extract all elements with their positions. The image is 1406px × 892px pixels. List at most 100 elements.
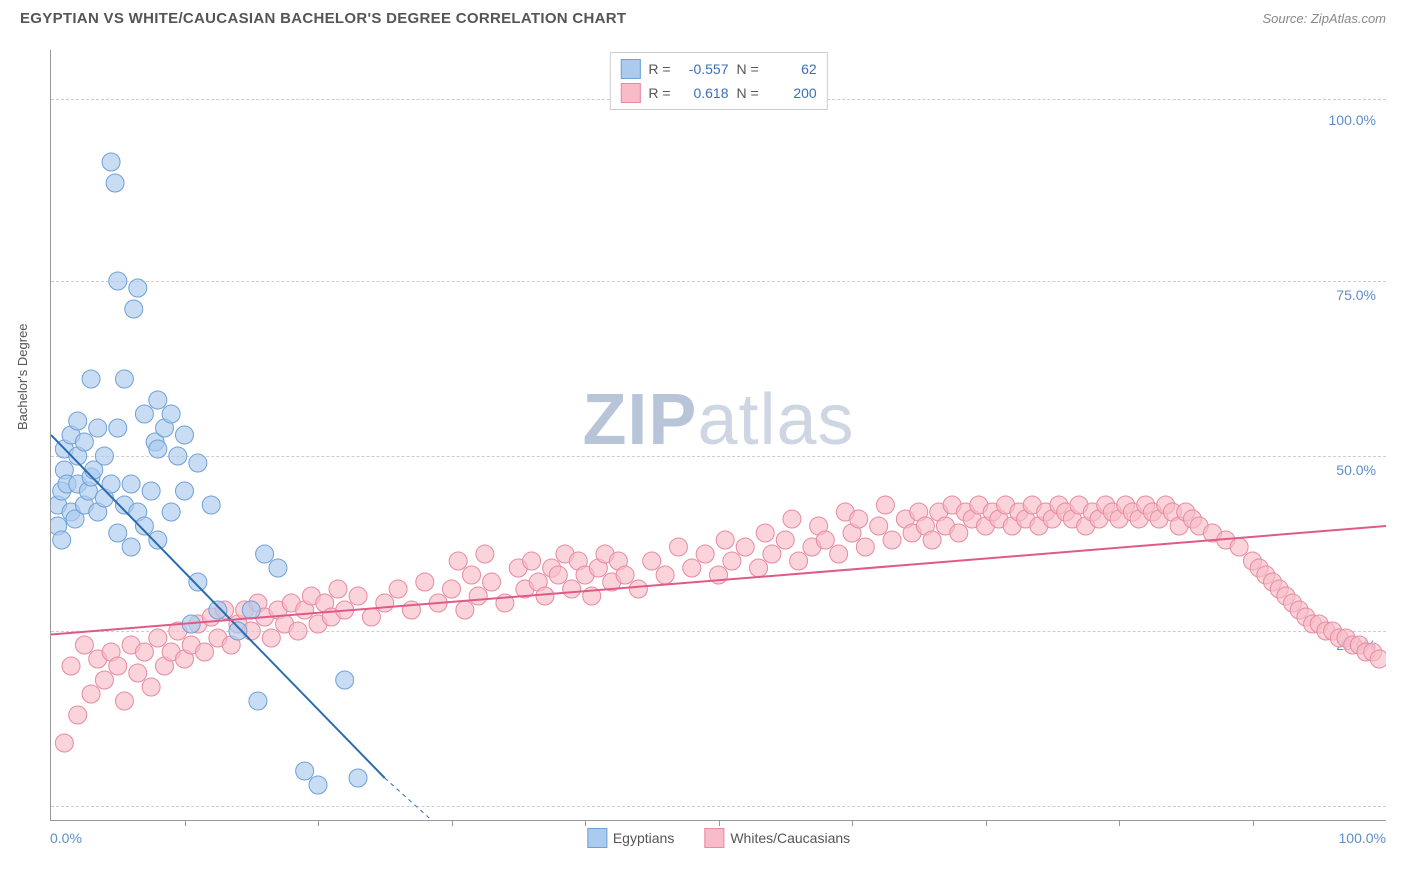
x-tick <box>318 820 319 826</box>
trend-line-dash <box>385 778 432 820</box>
scatter-point <box>716 531 734 549</box>
legend-bottom-swatch-1 <box>704 828 724 848</box>
scatter-point <box>82 685 100 703</box>
scatter-point <box>69 412 87 430</box>
x-axis-max-label: 100.0% <box>1339 830 1386 846</box>
plot-area: ZIPatlas R = -0.557 N = 62 R = 0.618 N =… <box>50 50 1386 821</box>
scatter-point <box>763 545 781 563</box>
scatter-point <box>95 447 113 465</box>
scatter-point <box>449 552 467 570</box>
scatter-point <box>536 587 554 605</box>
scatter-point <box>269 559 287 577</box>
scatter-point <box>463 566 481 584</box>
trend-line <box>51 435 385 778</box>
scatter-point <box>876 496 894 514</box>
scatter-point <box>95 671 113 689</box>
scatter-point <box>142 678 160 696</box>
legend-row-0: R = -0.557 N = 62 <box>620 57 816 81</box>
scatter-point <box>115 370 133 388</box>
scatter-point <box>870 517 888 535</box>
x-tick <box>185 820 186 826</box>
legend-swatch-0 <box>620 59 640 79</box>
scatter-point <box>1230 538 1248 556</box>
scatter-point <box>189 573 207 591</box>
scatter-point <box>109 419 127 437</box>
scatter-point <box>329 580 347 598</box>
x-tick <box>1253 820 1254 826</box>
scatter-point <box>309 776 327 794</box>
scatter-point <box>149 440 167 458</box>
scatter-point <box>125 300 143 318</box>
n-label-1: N = <box>737 85 759 101</box>
legend-stats: R = -0.557 N = 62 R = 0.618 N = 200 <box>609 52 827 110</box>
r-label-0: R = <box>648 61 670 77</box>
n-value-1: 200 <box>767 85 817 101</box>
scatter-point <box>349 769 367 787</box>
scatter-point <box>135 405 153 423</box>
scatter-point <box>209 601 227 619</box>
scatter-point <box>69 706 87 724</box>
scatter-point <box>469 587 487 605</box>
r-value-0: -0.557 <box>679 61 729 77</box>
scatter-point <box>122 538 140 556</box>
scatter-point <box>549 566 567 584</box>
x-tick <box>585 820 586 826</box>
scatter-point <box>629 580 647 598</box>
scatter-point <box>55 734 73 752</box>
r-label-1: R = <box>648 85 670 101</box>
scatter-point <box>783 510 801 528</box>
scatter-point <box>149 391 167 409</box>
legend-bottom-label-1: Whites/Caucasians <box>730 830 850 846</box>
scatter-point <box>249 692 267 710</box>
scatter-point <box>456 601 474 619</box>
scatter-point <box>62 657 80 675</box>
scatter-point <box>169 447 187 465</box>
scatter-point <box>389 580 407 598</box>
y-axis-label: Bachelor's Degree <box>15 323 30 430</box>
legend-bottom-0: Egyptians <box>587 828 674 848</box>
scatter-point <box>106 174 124 192</box>
scatter-point <box>176 426 194 444</box>
scatter-point <box>82 370 100 388</box>
scatter-point <box>816 531 834 549</box>
scatter-point <box>736 538 754 556</box>
scatter-point <box>229 622 247 640</box>
scatter-point <box>696 545 714 563</box>
chart-header: EGYPTIAN VS WHITE/CAUCASIAN BACHELOR'S D… <box>0 0 1406 32</box>
scatter-point <box>1370 650 1386 668</box>
scatter-point <box>476 545 494 563</box>
scatter-point <box>856 538 874 556</box>
scatter-point <box>296 762 314 780</box>
x-tick <box>452 820 453 826</box>
scatter-point <box>115 692 133 710</box>
scatter-point <box>776 531 794 549</box>
scatter-point <box>202 496 220 514</box>
legend-swatch-1 <box>620 83 640 103</box>
scatter-point <box>362 608 380 626</box>
scatter-point <box>89 419 107 437</box>
chart-title: EGYPTIAN VS WHITE/CAUCASIAN BACHELOR'S D… <box>20 10 626 27</box>
scatter-point <box>176 482 194 500</box>
x-tick <box>986 820 987 826</box>
scatter-point <box>189 454 207 472</box>
scatter-point <box>669 538 687 556</box>
scatter-point <box>923 531 941 549</box>
legend-bottom-1: Whites/Caucasians <box>704 828 850 848</box>
legend-bottom: Egyptians Whites/Caucasians <box>587 828 850 848</box>
x-tick <box>1119 820 1120 826</box>
r-value-1: 0.618 <box>679 85 729 101</box>
scatter-point <box>262 629 280 647</box>
scatter-point <box>563 580 581 598</box>
scatter-point <box>416 573 434 591</box>
scatter-point <box>790 552 808 570</box>
scatter-point <box>349 587 367 605</box>
legend-bottom-label-0: Egyptians <box>613 830 674 846</box>
scatter-point <box>149 629 167 647</box>
scatter-svg <box>51 50 1386 820</box>
scatter-point <box>850 510 868 528</box>
scatter-point <box>149 531 167 549</box>
scatter-point <box>376 594 394 612</box>
scatter-point <box>142 482 160 500</box>
scatter-point <box>109 657 127 675</box>
x-tick <box>719 820 720 826</box>
